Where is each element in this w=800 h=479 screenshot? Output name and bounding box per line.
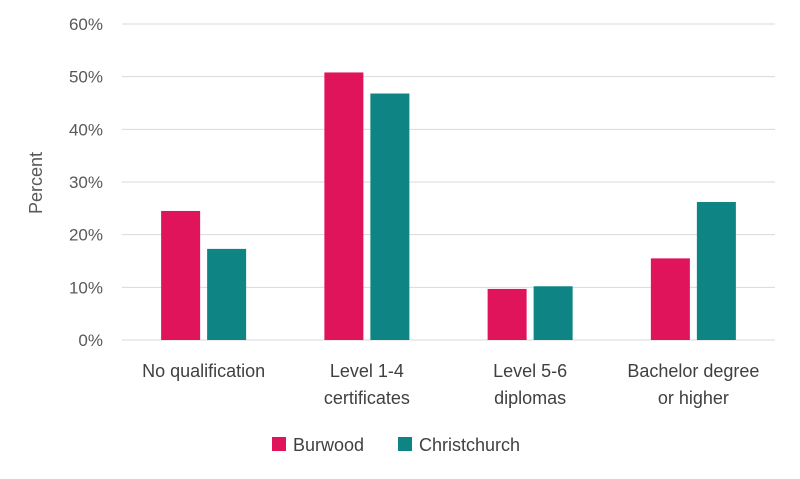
y-axis-ticks: 0% 10% 20% 30% 40% 50% 60% (69, 15, 103, 350)
bars (161, 72, 736, 341)
bar-christchurch (533, 286, 573, 340)
y-tick-label: 50% (69, 68, 103, 87)
legend: Burwood Christchurch (272, 435, 520, 455)
y-tick-label: 60% (69, 15, 103, 34)
y-tick-label: 10% (69, 278, 103, 297)
y-tick-label: 40% (69, 120, 103, 139)
x-category-label: Level 5-6 diplomas (493, 361, 567, 408)
y-axis-title: Percent (26, 152, 46, 214)
x-category-label: Bachelor degree or higher (627, 361, 759, 408)
legend-swatch (272, 437, 286, 451)
x-axis-categories: No qualification Level 1-4 certificates Lev… (142, 361, 759, 408)
y-tick-label: 20% (69, 226, 103, 245)
y-tick-label: 0% (78, 331, 103, 350)
bar-burwood (324, 72, 364, 340)
bar-christchurch (696, 202, 736, 340)
y-tick-label: 30% (69, 173, 103, 192)
x-category-label: Level 1-4 certificates (324, 361, 410, 408)
bar-christchurch (207, 248, 247, 340)
legend-label: Burwood (293, 435, 364, 455)
bar-burwood (487, 288, 527, 340)
legend-label: Christchurch (419, 435, 520, 455)
legend-swatch (398, 437, 412, 451)
bar-christchurch (370, 93, 410, 341)
bar-burwood (161, 210, 201, 340)
x-category-label: No qualification (142, 361, 265, 381)
bar-burwood (650, 258, 690, 340)
